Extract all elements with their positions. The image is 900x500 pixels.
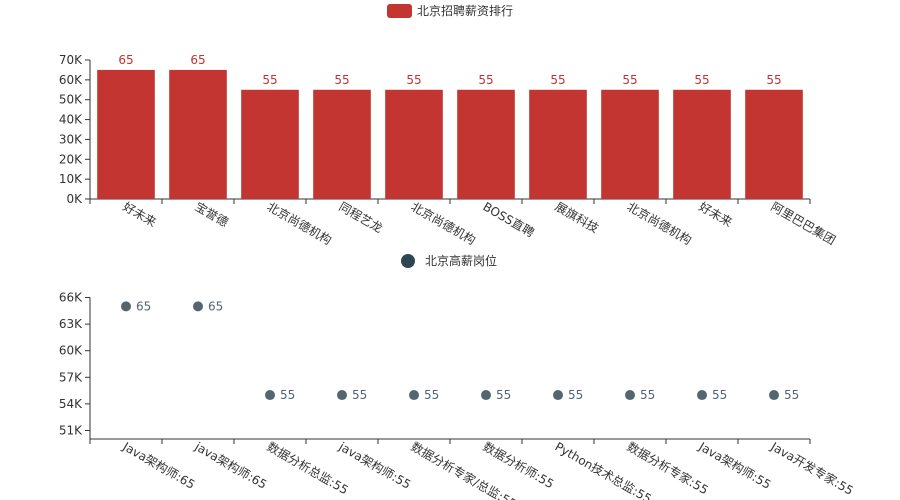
scatter-value-label: 55 — [568, 388, 583, 402]
bar-legend-label: 北京招聘薪资排行 — [417, 4, 513, 18]
scatter-value-label: 55 — [280, 388, 295, 402]
bar-category-label: 宝誉德 — [193, 199, 232, 230]
scatter-value-label: 55 — [496, 388, 511, 402]
bar-legend[interactable]: 北京招聘薪资排行 — [387, 4, 513, 18]
bar-category-label: 展旗科技 — [553, 199, 602, 236]
scatter-value-label: 65 — [208, 299, 223, 313]
scatter-value-label: 55 — [424, 388, 439, 402]
scatter-chart: 51K 54K 57K 60K 63K 66K 65 Java架构师:65 65 java架构师:… — [59, 291, 856, 500]
bar-category-label: BOSS直聘 — [481, 199, 537, 239]
scatter-category-label: Java架构师:65 — [120, 438, 198, 492]
scatter-legend-label: 北京高薪岗位 — [425, 253, 497, 268]
scatter-y-tick-label: 60K — [59, 344, 83, 358]
scatter-y-tick-label: 51K — [59, 424, 83, 438]
bar-value-label: 55 — [766, 73, 781, 87]
bar-category-label: 北京尚德机构 — [409, 199, 479, 248]
scatter-category-label: Java开发专家:55 — [768, 438, 857, 498]
bar-value-label: 55 — [478, 73, 493, 87]
scatter-value-label: 65 — [136, 299, 151, 313]
bar-y-tick-label: 50K — [59, 93, 83, 107]
bar-category-label: 北京尚德机构 — [265, 199, 335, 248]
bar-y-tick-label: 40K — [59, 113, 83, 127]
scatter-y-tick-label: 66K — [59, 291, 83, 305]
bar-value-label: 55 — [406, 73, 421, 87]
scatter-point — [769, 390, 779, 401]
bar-value-label: 65 — [118, 53, 133, 67]
bar-chart: 0K 10K 20K 30K 40K 50K 60K 70K 65 好未来 65 宝誉德 55 北京尚德机… — [59, 53, 839, 248]
scatter-y-tick-label: 63K — [59, 317, 83, 331]
scatter-point — [553, 390, 563, 401]
scatter-point — [121, 301, 131, 312]
bar-value-label: 65 — [190, 53, 205, 67]
bar-y-tick-label: 30K — [59, 132, 83, 146]
bar — [745, 89, 803, 199]
bar-value-label: 55 — [550, 73, 565, 87]
bar-y-tick-label: 0K — [66, 192, 83, 206]
bar — [529, 89, 587, 199]
bar-value-label: 55 — [262, 73, 277, 87]
scatter-value-label: 55 — [784, 388, 799, 402]
scatter-point — [409, 390, 419, 401]
bar — [97, 69, 155, 199]
bar-y-tick-label: 20K — [59, 152, 83, 166]
bar-category-label: 好未来 — [121, 199, 159, 229]
bar-y-tick-label: 60K — [59, 73, 83, 87]
bar — [385, 89, 443, 199]
scatter-point — [625, 390, 635, 401]
scatter-legend[interactable]: 北京高薪岗位 — [401, 253, 497, 268]
scatter-y-tick-label: 54K — [59, 397, 83, 411]
scatter-point — [337, 390, 347, 401]
scatter-point — [193, 301, 203, 312]
bar-value-label: 55 — [334, 73, 349, 87]
scatter-y-tick-label: 57K — [59, 370, 83, 384]
bar-category-label: 同程艺龙 — [337, 199, 386, 236]
bar — [457, 89, 515, 199]
scatter-point — [481, 390, 491, 401]
bar-value-label: 55 — [622, 73, 637, 87]
bar — [313, 89, 371, 199]
bar-legend-swatch — [387, 4, 412, 18]
bar — [601, 89, 659, 199]
bar-y-tick-label: 70K — [59, 53, 83, 67]
bar-category-label: 北京尚德机构 — [625, 199, 695, 248]
scatter-point — [697, 390, 707, 401]
bar-value-label: 55 — [694, 73, 709, 87]
scatter-value-label: 55 — [640, 388, 655, 402]
bar — [169, 69, 227, 199]
bar-y-tick-label: 10K — [59, 172, 83, 186]
scatter-category-label: java架构师:65 — [192, 438, 270, 492]
scatter-value-label: 55 — [712, 388, 727, 402]
scatter-value-label: 55 — [352, 388, 367, 402]
scatter-point — [265, 390, 275, 401]
bar-category-label: 阿里巴巴集团 — [769, 199, 839, 248]
bar — [673, 89, 731, 199]
bar — [241, 89, 299, 199]
scatter-legend-marker — [401, 254, 415, 268]
bar-category-label: 好未来 — [697, 199, 735, 229]
